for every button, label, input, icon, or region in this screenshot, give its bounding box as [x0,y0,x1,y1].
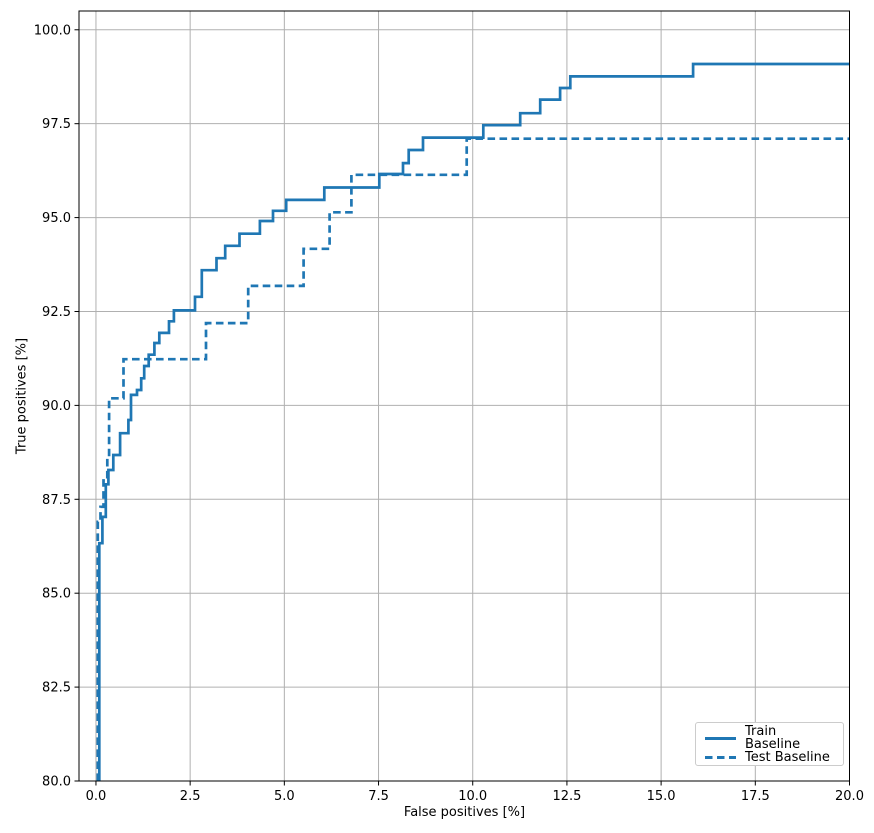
y-tick-label: 82.5 [42,681,71,696]
y-axis-label: True positives [%] [14,337,30,455]
plot-border [78,10,850,782]
y-tick-label: 100.0 [34,23,71,38]
legend-item-train-baseline: Train Baseline [705,725,834,751]
legend-dashed-line-swatch [705,756,736,759]
series-test-baseline [96,137,850,781]
x-tick-label: 17.5 [741,789,770,804]
x-tick-label: 15.0 [647,789,676,804]
x-tick-label: 10.0 [458,789,487,804]
x-tick-label: 7.5 [368,789,389,804]
x-tick-label: 0.0 [86,789,107,804]
x-axis-label: False positives [%] [403,805,526,820]
series-train-baseline [97,62,850,781]
x-tick-label: 2.5 [180,789,201,804]
legend-item-test-baseline: Test Baseline [705,751,834,764]
legend: Train Baseline Test Baseline [695,722,844,766]
y-tick-label: 85.0 [42,587,71,602]
legend-label-train: Train Baseline [745,724,801,752]
y-tick-label: 80.0 [42,775,71,790]
legend-label-test: Test Baseline [745,750,830,765]
y-tick-label: 92.5 [42,305,71,320]
x-tick-label: 12.5 [552,789,581,804]
y-tick-label: 87.5 [42,493,71,508]
y-tick-label: 95.0 [42,211,71,226]
x-tick-label: 20.0 [835,789,864,804]
legend-solid-line-swatch [705,736,736,740]
x-tick-label: 5.0 [274,789,295,804]
y-tick-label: 97.5 [42,117,71,132]
y-tick-label: 90.0 [42,399,71,414]
